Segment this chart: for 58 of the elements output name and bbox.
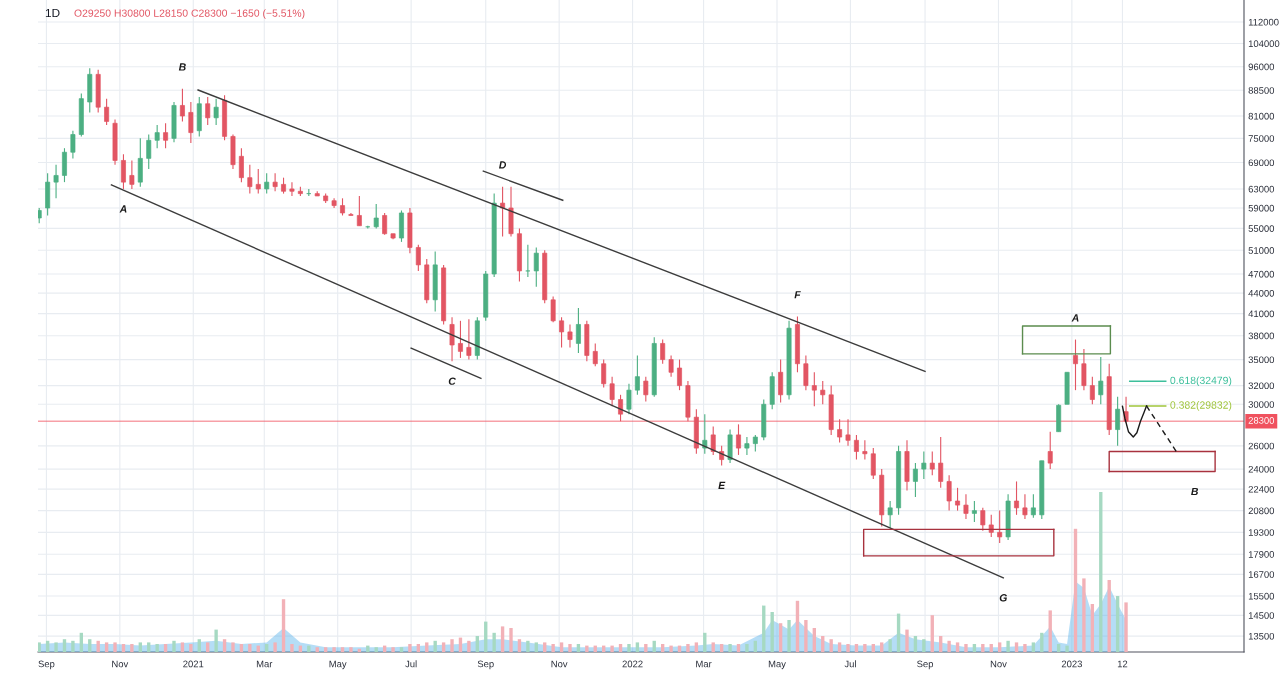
annotation: G [999, 594, 1008, 602]
y-tick-label: 26000 [1248, 442, 1275, 450]
x-tick-label: May [768, 660, 786, 670]
x-tick-label: 12 [1117, 660, 1128, 668]
annotation: F [794, 291, 801, 299]
ref-line-label: 28300 [1248, 417, 1275, 424]
x-tick-label: Sep [477, 660, 494, 670]
y-tick-label: 32000 [1248, 382, 1275, 390]
annotation: C [448, 377, 456, 385]
text: O29250 H30800 L28150 C28300 −1650 (−5.51%) [74, 9, 305, 19]
x-tick-label: May [329, 660, 347, 670]
x-tick-label: Nov [990, 660, 1007, 668]
x-tick-label: Jul [844, 660, 856, 668]
y-tick-label: 69000 [1248, 159, 1275, 167]
y-tick-label: 88500 [1248, 87, 1275, 94]
y-tick-label: 96000 [1248, 63, 1275, 71]
x-tick-label: Mar [696, 660, 712, 668]
y-tick-label: 81000 [1248, 112, 1275, 120]
y-tick-label: 24000 [1248, 465, 1275, 473]
x-tick-label: Jul [405, 660, 417, 668]
y-tick-label: 59000 [1248, 204, 1275, 212]
y-tick-label: 63000 [1248, 185, 1275, 193]
y-tick-label: 104000 [1248, 40, 1280, 47]
y-tick-label: 19300 [1248, 529, 1275, 536]
y-tick-label: 55000 [1248, 225, 1275, 232]
annotation: E [718, 481, 726, 490]
x-tick-label: Nov [551, 660, 568, 668]
y-tick-label: 112000 [1248, 18, 1279, 26]
y-tick-label: 47000 [1248, 270, 1275, 278]
y-tick-label: 14500 [1248, 612, 1275, 619]
y-tick-label: 16700 [1248, 571, 1275, 578]
y-tick-label: 75000 [1248, 135, 1275, 142]
y-tick-label: 13500 [1248, 632, 1275, 640]
annotation: D [499, 161, 507, 169]
y-tick-label: 35000 [1248, 356, 1275, 364]
series-label: 0.618(32479) [1170, 376, 1232, 387]
annotation: A [1071, 314, 1079, 322]
x-tick-label: Nov [112, 660, 129, 668]
series-label: 0.382(29832) [1170, 401, 1232, 411]
y-tick-label: 51000 [1248, 247, 1275, 254]
x-tick-label: 2021 [183, 660, 204, 668]
text: 1D [45, 8, 60, 18]
y-tick-label: 38000 [1248, 332, 1275, 340]
y-tick-label: 44000 [1248, 289, 1275, 297]
y-tick-label: 15500 [1248, 592, 1275, 600]
x-tick-label: 2022 [622, 660, 643, 668]
y-tick-label: 20800 [1248, 507, 1275, 515]
annotation: B [1191, 487, 1199, 496]
y-tick-label: 22400 [1248, 485, 1275, 493]
y-tick-label: 17900 [1248, 551, 1275, 558]
x-tick-label: Sep [38, 660, 55, 670]
y-tick-label: 41000 [1248, 310, 1275, 318]
annotation: B [178, 63, 186, 71]
x-tick-label: Sep [917, 660, 934, 670]
x-tick-label: 2023 [1061, 660, 1082, 668]
annotation: A [119, 205, 127, 213]
y-tick-label: 30000 [1248, 401, 1275, 408]
x-tick-label: Mar [256, 660, 273, 668]
